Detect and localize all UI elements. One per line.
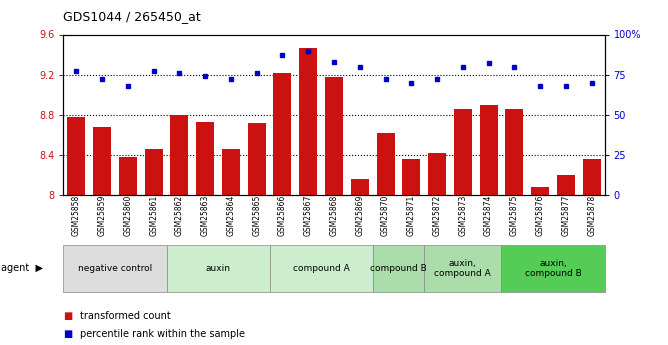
Text: agent  ▶: agent ▶ (1, 263, 43, 273)
Bar (144, 149, 163, 195)
Bar (273, 72, 291, 195)
Text: GSM25877: GSM25877 (561, 195, 570, 236)
Text: GSM25872: GSM25872 (433, 195, 442, 236)
Bar (402, 159, 420, 195)
Bar (377, 133, 395, 195)
Text: GSM25868: GSM25868 (329, 195, 339, 236)
Text: GSM25858: GSM25858 (72, 195, 81, 236)
Text: GSM25878: GSM25878 (587, 195, 596, 236)
Bar (582, 159, 601, 195)
Text: GSM25870: GSM25870 (381, 195, 390, 236)
Bar (428, 153, 446, 195)
Bar (505, 109, 524, 195)
Bar (93, 127, 111, 195)
Bar (196, 122, 214, 195)
Text: GSM25876: GSM25876 (536, 195, 544, 236)
Text: GSM25873: GSM25873 (458, 195, 468, 236)
Bar (531, 187, 549, 195)
Text: GSM25859: GSM25859 (98, 195, 107, 236)
Bar (557, 175, 575, 195)
Text: auxin,
compound B: auxin, compound B (524, 258, 581, 278)
Bar (454, 109, 472, 195)
Text: GSM25866: GSM25866 (278, 195, 287, 236)
Bar (119, 157, 137, 195)
Text: GSM25864: GSM25864 (226, 195, 235, 236)
Text: GSM25860: GSM25860 (124, 195, 132, 236)
Text: GSM25863: GSM25863 (200, 195, 210, 236)
Text: compound B: compound B (370, 264, 427, 273)
Text: GSM25865: GSM25865 (253, 195, 261, 236)
Text: compound A: compound A (293, 264, 349, 273)
Text: GDS1044 / 265450_at: GDS1044 / 265450_at (63, 10, 201, 23)
Text: GSM25875: GSM25875 (510, 195, 519, 236)
Bar (351, 179, 369, 195)
Bar (67, 117, 86, 195)
Bar (480, 105, 498, 195)
Text: negative control: negative control (78, 264, 152, 273)
Bar (248, 123, 266, 195)
Bar (170, 115, 188, 195)
Text: transformed count: transformed count (80, 311, 171, 321)
Bar (299, 48, 317, 195)
Text: auxin,
compound A: auxin, compound A (434, 258, 491, 278)
Text: GSM25869: GSM25869 (355, 195, 364, 236)
Text: GSM25861: GSM25861 (149, 195, 158, 236)
Bar (325, 77, 343, 195)
Bar (222, 149, 240, 195)
Text: GSM25867: GSM25867 (304, 195, 313, 236)
Text: GSM25862: GSM25862 (175, 195, 184, 236)
Text: auxin: auxin (206, 264, 230, 273)
Text: percentile rank within the sample: percentile rank within the sample (80, 329, 245, 338)
Text: GSM25874: GSM25874 (484, 195, 493, 236)
Text: ■: ■ (63, 329, 73, 338)
Text: GSM25871: GSM25871 (407, 195, 415, 236)
Text: ■: ■ (63, 311, 73, 321)
